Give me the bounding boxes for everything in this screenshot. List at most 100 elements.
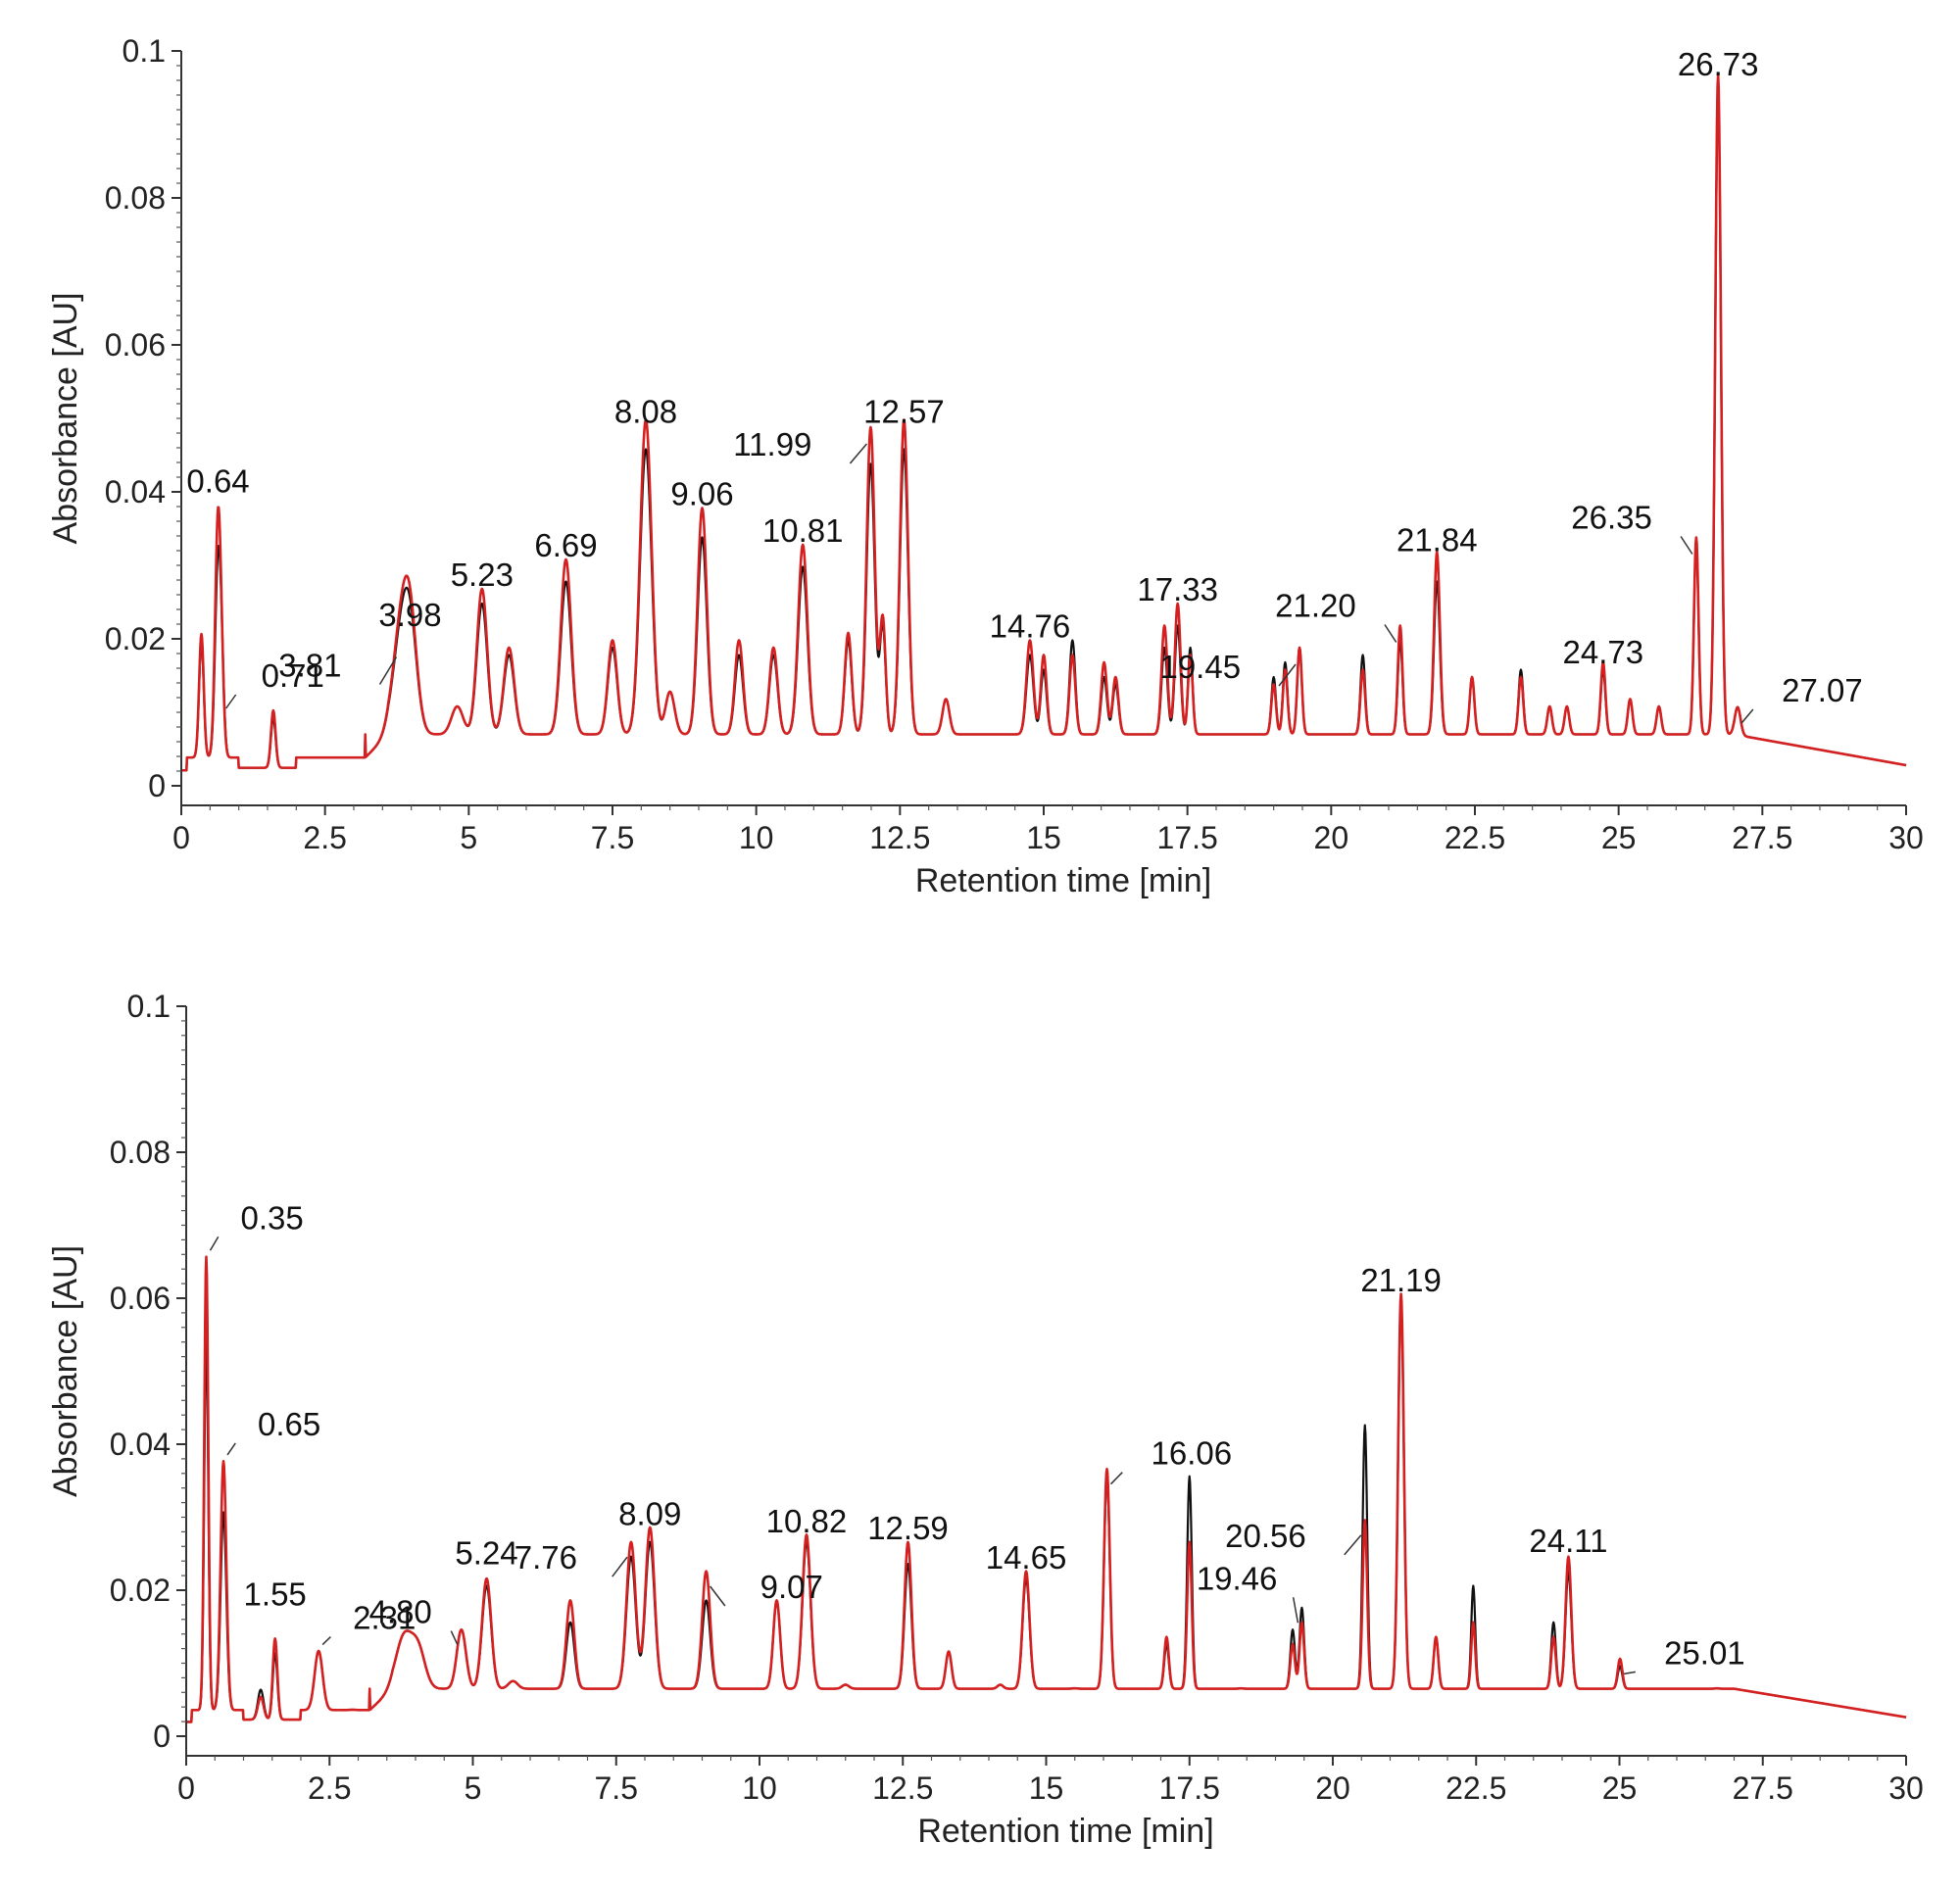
- chromatogram-top-panel: 0 0.02 0.04 0.06 0.08 0.1 0 2.5 5 7.5 10 12.5 15 17.5…: [47, 33, 1924, 899]
- peak-label: 21.20: [1275, 588, 1356, 624]
- peak-label: 4.80: [369, 1594, 432, 1630]
- x-tick-label: 27.5: [1732, 820, 1792, 855]
- x-tick-label: 25: [1602, 1770, 1638, 1806]
- x-tick-label: 10: [739, 820, 774, 855]
- y-axis-title: Absorbance [AU]: [47, 1245, 84, 1497]
- peak-label: 26.35: [1571, 500, 1652, 536]
- peak-label: 17.33: [1137, 571, 1218, 607]
- peak-label: 21.19: [1360, 1262, 1442, 1298]
- peak-label: 27.07: [1782, 672, 1863, 708]
- peak-label-leader: [1623, 1671, 1636, 1675]
- peak-label: 3.81: [278, 648, 341, 684]
- peak-label: 0.35: [240, 1199, 303, 1236]
- black-trace: [185, 1299, 1907, 1723]
- peak-label: 8.08: [614, 394, 677, 430]
- peak-label: 0.64: [186, 463, 249, 500]
- peak-label-leader: [321, 1636, 331, 1646]
- peak-label: 5.24: [455, 1534, 517, 1571]
- peak-label: 14.76: [990, 608, 1071, 645]
- peak-label: 19.46: [1197, 1560, 1278, 1596]
- y-tick-label: 0.1: [127, 989, 171, 1024]
- y-tick-label: 0.02: [105, 621, 166, 656]
- y-tick-label: 0.08: [110, 1135, 171, 1170]
- peak-label: 12.59: [867, 1510, 949, 1546]
- peak-label: 7.76: [514, 1539, 577, 1576]
- peak-label: 1.55: [244, 1576, 307, 1612]
- peak-label: 20.56: [1225, 1518, 1306, 1554]
- peak-label: 6.69: [534, 527, 597, 563]
- peak-label: 0.71: [262, 657, 324, 694]
- peak-label: 9.07: [760, 1569, 823, 1605]
- peak-label-leader: [612, 1556, 628, 1577]
- peak-label-leader: [225, 694, 237, 709]
- peak-label: 24.11: [1529, 1523, 1607, 1559]
- x-tick-label: 15: [1026, 820, 1061, 855]
- x-tick-label: 15: [1029, 1770, 1064, 1806]
- peak-label-leader: [1384, 624, 1397, 643]
- x-tick-label: 20: [1314, 820, 1349, 855]
- peak-label: 24.73: [1563, 634, 1644, 670]
- peak-label-leader: [209, 1236, 220, 1251]
- black-trace: [180, 87, 1907, 772]
- peak-label-leader: [709, 1585, 726, 1607]
- peak-label-leader: [1278, 663, 1297, 687]
- x-tick-label: 0: [172, 820, 190, 855]
- x-tick-label: 5: [465, 1770, 482, 1806]
- peak-label-leader: [226, 1442, 236, 1456]
- peak-label: 16.06: [1152, 1435, 1233, 1472]
- peak-label: 3.98: [378, 597, 441, 633]
- x-tick-label: 25: [1601, 820, 1637, 855]
- x-tick-label: 12.5: [869, 820, 930, 855]
- y-tick-label: 0: [148, 768, 166, 803]
- peak-label: 2.31: [353, 1600, 416, 1636]
- peak-label: 12.57: [863, 394, 945, 430]
- red-trace: [185, 1255, 1907, 1723]
- peak-label-leader: [1344, 1534, 1362, 1556]
- y-tick-label: 0.06: [110, 1281, 171, 1316]
- red-trace: [180, 73, 1907, 772]
- x-tick-label: 7.5: [595, 1770, 638, 1806]
- peak-label: 8.09: [618, 1495, 681, 1531]
- x-axis-title: Retention time [min]: [917, 1813, 1213, 1850]
- chromatogram-bottom-panel: 0 0.02 0.04 0.06 0.08 0.1 0 2.5 5 7.5 10 12.5 15 17.5…: [47, 989, 1924, 1850]
- x-tick-label: 10: [742, 1770, 777, 1806]
- y-axis-title: Absorbance [AU]: [47, 292, 84, 544]
- x-tick-label: 2.5: [303, 820, 346, 855]
- peak-label: 25.01: [1664, 1634, 1745, 1671]
- x-tick-label: 0: [177, 1770, 195, 1806]
- peak-label-leader: [1740, 708, 1754, 724]
- x-tick-label: 20: [1315, 1770, 1350, 1806]
- x-tick-label: 30: [1888, 1770, 1924, 1806]
- peak-label: 5.23: [451, 557, 514, 593]
- x-tick-label: 17.5: [1157, 820, 1218, 855]
- peak-label: 21.84: [1396, 522, 1478, 558]
- x-tick-label: 2.5: [308, 1770, 351, 1806]
- peak-label-leader: [1109, 1472, 1123, 1485]
- peak-label: 19.45: [1159, 649, 1241, 685]
- peak-label: 11.99: [733, 426, 811, 462]
- peak-label-leader: [1292, 1597, 1299, 1624]
- y-tick-label: 0.08: [105, 180, 166, 216]
- peak-label-leader: [849, 443, 867, 464]
- peak-label: 10.82: [766, 1503, 848, 1539]
- y-tick-label: 0.06: [105, 327, 166, 363]
- x-tick-label: 12.5: [872, 1770, 933, 1806]
- x-tick-label: 22.5: [1445, 820, 1505, 855]
- x-tick-label: 17.5: [1159, 1770, 1220, 1806]
- peak-label: 14.65: [986, 1539, 1067, 1576]
- x-tick-label: 27.5: [1733, 1770, 1793, 1806]
- peak-label-leader: [378, 656, 398, 685]
- y-tick-label: 0.1: [122, 33, 166, 69]
- x-axis-title: Retention time [min]: [915, 862, 1211, 899]
- x-tick-label: 22.5: [1446, 1770, 1506, 1806]
- y-tick-label: 0.04: [105, 474, 166, 509]
- peak-label: 0.65: [258, 1406, 320, 1442]
- y-tick-label: 0.04: [110, 1427, 171, 1462]
- peak-label-leader: [1680, 536, 1693, 555]
- x-tick-label: 5: [460, 820, 477, 855]
- peak-label-leader: [450, 1630, 459, 1645]
- y-tick-label: 0: [153, 1719, 171, 1754]
- x-tick-label: 30: [1888, 820, 1924, 855]
- x-tick-label: 7.5: [591, 820, 634, 855]
